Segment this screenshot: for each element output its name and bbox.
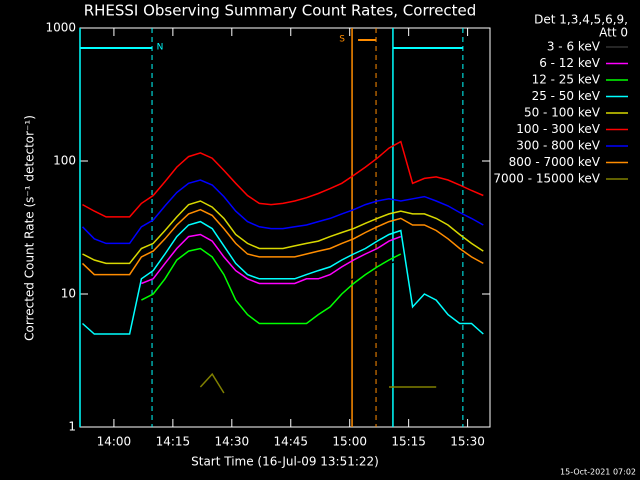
legend-label: 25 - 50 keV <box>532 89 601 103</box>
interval-label: N <box>157 43 164 53</box>
series-line <box>141 233 402 285</box>
legend-label: 7000 - 15000 keV <box>493 172 600 186</box>
legend-label: 800 - 7000 keV <box>509 155 601 169</box>
chart-title: RHESSI Observing Summary Count Rates, Co… <box>84 2 477 20</box>
x-tick-label: 15:30 <box>450 435 485 449</box>
legend-label: 6 - 12 keV <box>539 56 601 70</box>
legend-label: 3 - 6 keV <box>547 40 601 54</box>
legend-header: Att 0 <box>599 26 628 40</box>
series-line <box>141 247 402 325</box>
x-tick-label: 14:00 <box>97 435 132 449</box>
series-line <box>141 256 402 301</box>
x-tick-label: 14:15 <box>156 435 191 449</box>
legend-label: 100 - 300 keV <box>516 122 600 136</box>
y-tick-label: 100 <box>53 154 76 168</box>
x-axis-label: Start Time (16-Jul-09 13:51:22) <box>191 455 379 469</box>
legend-label: 300 - 800 keV <box>516 139 600 153</box>
x-tick-label: 14:45 <box>273 435 308 449</box>
series-line <box>82 220 484 335</box>
footer: 15-Oct-2021 07:02 <box>560 468 636 477</box>
y-tick-label: 1 <box>68 420 76 434</box>
x-tick-label: 15:00 <box>332 435 367 449</box>
series-line <box>81 179 484 245</box>
legend-label: 12 - 25 keV <box>532 73 601 87</box>
series-line <box>81 208 484 276</box>
legend-label: 50 - 100 keV <box>524 106 601 120</box>
x-tick-label: 14:30 <box>215 435 250 449</box>
y-axis-label: Corrected Count Rate (s⁻¹ detector⁻¹) <box>23 115 37 341</box>
series-line <box>82 140 484 218</box>
interval-label: S <box>339 35 345 45</box>
y-tick-label: 1000 <box>45 21 76 35</box>
series-line <box>199 372 437 394</box>
y-tick-label: 10 <box>61 287 76 301</box>
series-line <box>82 200 484 265</box>
legend-header: Det 1,3,4,5,6,9, <box>534 13 628 27</box>
x-tick-label: 15:15 <box>391 435 426 449</box>
